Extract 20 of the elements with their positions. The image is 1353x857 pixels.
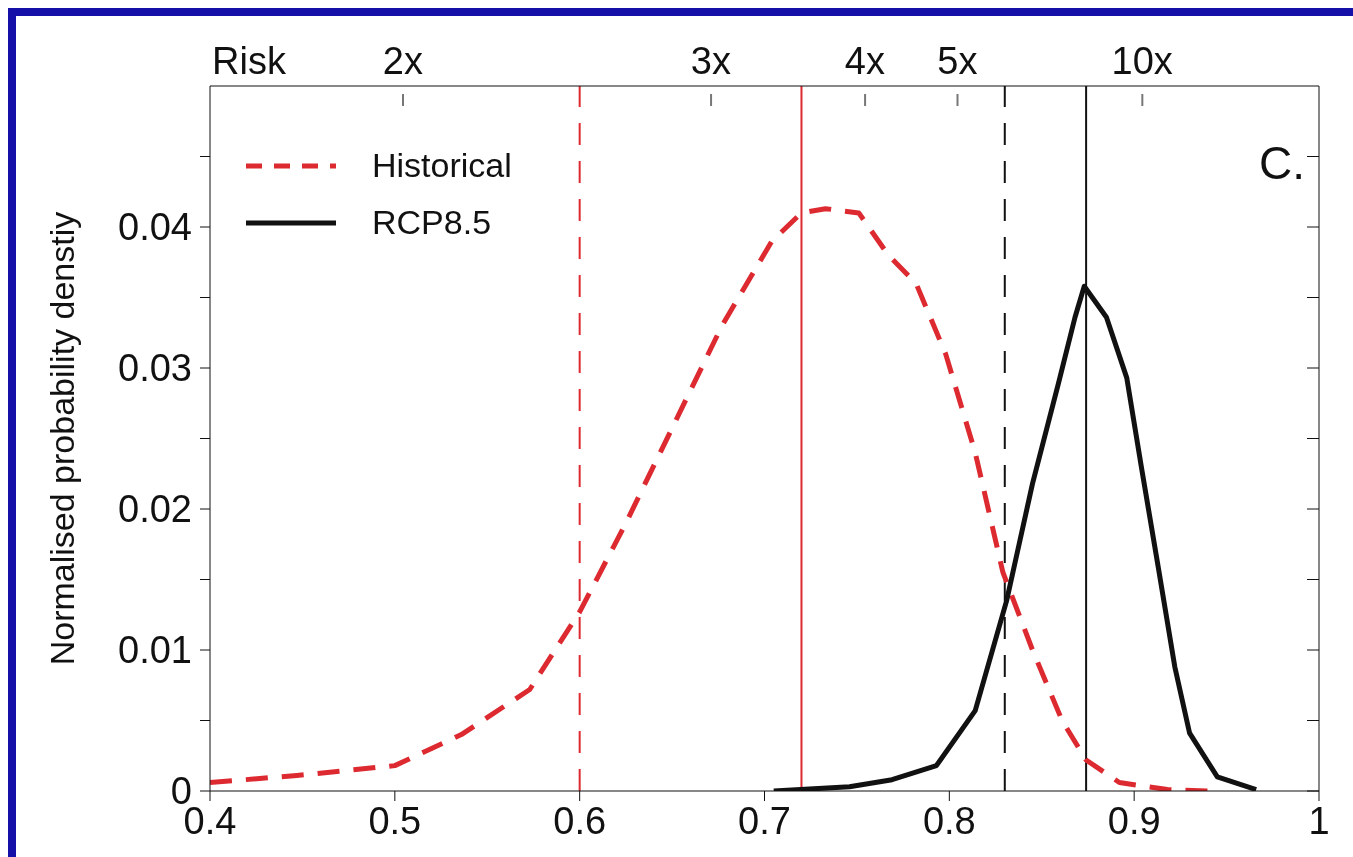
- text: 4x: [844, 40, 885, 83]
- y-tick-label: 0.03: [118, 347, 192, 390]
- legend-label: Historical: [372, 146, 512, 185]
- y-tick-label: 0.04: [118, 206, 192, 249]
- text: Risk: [212, 40, 286, 83]
- x-tick-label: 0.7: [738, 799, 791, 842]
- x-tick-label: 1: [1308, 799, 1330, 842]
- text: 3x: [690, 40, 731, 83]
- text: 5x: [937, 40, 978, 83]
- y-tick-label: 0.01: [118, 629, 192, 672]
- text: 2x: [382, 40, 423, 83]
- x-tick-label: 0.9: [1107, 799, 1161, 842]
- legend-label: RCP8.5: [372, 203, 492, 242]
- text: 10x: [1111, 40, 1173, 83]
- x-tick-label: 0.6: [553, 799, 607, 842]
- x-tick-label: 0.5: [368, 799, 422, 842]
- y-axis-title: Normalised probability denstiy: [43, 211, 82, 666]
- x-tick-label: 0.8: [922, 799, 976, 842]
- y-tick-label: 0.02: [118, 488, 192, 531]
- annotation: C.: [1259, 136, 1305, 190]
